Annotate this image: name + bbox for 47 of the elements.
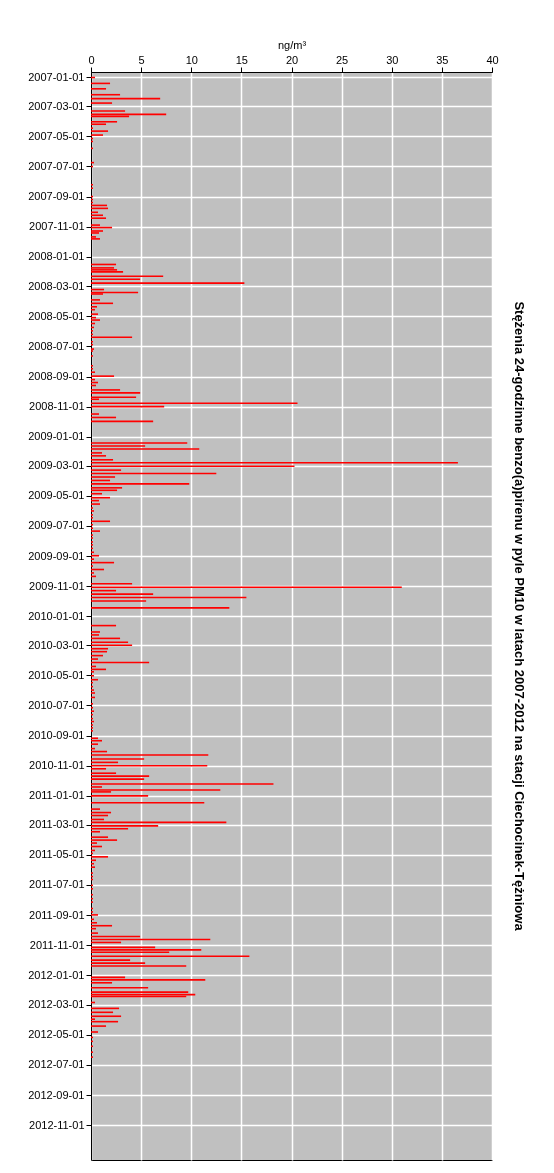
y-tick-label: 2010-01-01 — [28, 609, 85, 622]
y-tick-label: 2010-03-01 — [28, 638, 85, 651]
x-tick-label: 15 — [235, 53, 248, 66]
y-tick-label: 2009-07-01 — [28, 519, 85, 532]
y-tick-label: 2011-07-01 — [29, 878, 85, 891]
y-tick-label: 2008-09-01 — [28, 370, 85, 383]
x-tick-label: 25 — [336, 53, 349, 66]
y-tick-label: 2007-09-01 — [28, 190, 85, 203]
y-tick-label: 2007-03-01 — [28, 99, 85, 112]
text: Stężenia 24-godzinne benzo(a)pirenu w pyle PM10 w latach 2007-2012 na stacji Ciechocinek-Tężniowa — [512, 301, 528, 932]
y-tick-label: 2010-09-01 — [28, 729, 85, 742]
y-tick-label: 2007-01-01 — [28, 70, 85, 83]
y-tick-label: 2008-03-01 — [28, 279, 85, 292]
y-tick-label: 2011-03-01 — [29, 818, 85, 831]
y-tick-label: 2008-01-01 — [28, 250, 85, 263]
y-tick-label: 2012-09-01 — [28, 1088, 85, 1101]
x-tick-label: 35 — [436, 53, 449, 66]
y-tick-label: 2010-07-01 — [28, 698, 85, 711]
y-tick-label: 2009-05-01 — [28, 489, 85, 502]
y-tick-label: 2008-05-01 — [28, 309, 85, 322]
x-tick-label: 0 — [88, 53, 95, 66]
y-tick-label: 2011-11-01 — [29, 938, 85, 951]
x-tick-label: 30 — [386, 53, 399, 66]
y-tick-label: 2012-11-01 — [29, 1118, 85, 1131]
y-tick-label: 2007-05-01 — [28, 129, 85, 142]
y-tick-label: 2011-01-01 — [29, 789, 85, 802]
y-tick-label: 2010-05-01 — [28, 668, 85, 681]
y-tick-label: 2009-01-01 — [28, 430, 85, 443]
y-tick-label: 2012-05-01 — [28, 1028, 85, 1041]
y-tick-label: 2007-11-01 — [29, 220, 85, 233]
y-tick-label: 2011-05-01 — [29, 848, 85, 861]
x-tick-label: 10 — [185, 53, 198, 66]
y-tick-label: 2009-03-01 — [28, 459, 85, 472]
x-tick-label: 40 — [486, 53, 499, 66]
y-tick-label: 2008-07-01 — [28, 339, 85, 352]
x-tick-label: 20 — [285, 53, 299, 66]
y-tick-label: 2011-09-01 — [29, 908, 85, 921]
y-tick-label: 2012-07-01 — [28, 1058, 85, 1071]
y-tick-label: 2009-09-01 — [28, 549, 85, 562]
y-tick-label: 2008-11-01 — [29, 400, 85, 413]
y-tick-label: 2007-07-01 — [28, 159, 85, 172]
y-tick-label: 2012-01-01 — [28, 968, 85, 981]
y-tick-label: 2010-11-01 — [29, 759, 85, 772]
y-tick-label: 2012-03-01 — [28, 998, 85, 1011]
x-axis-title: ng/m³ — [277, 38, 307, 51]
y-tick-label: 2009-11-01 — [29, 579, 85, 592]
x-tick-label: 5 — [138, 53, 145, 66]
